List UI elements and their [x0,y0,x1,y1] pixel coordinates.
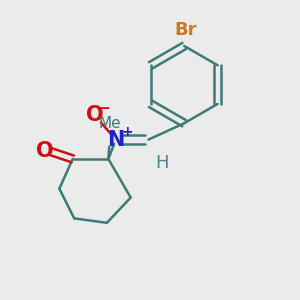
Text: H: H [155,154,169,172]
Text: O: O [85,105,103,125]
Text: −: − [97,100,110,116]
Text: +: + [121,125,133,139]
Text: Me: Me [99,116,121,131]
Text: N: N [107,130,124,150]
Text: Br: Br [174,20,197,38]
Text: O: O [36,141,54,161]
